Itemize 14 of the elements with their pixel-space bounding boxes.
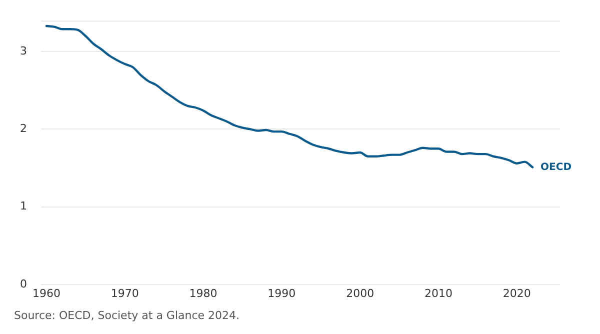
x-tick-label: 1960 xyxy=(32,286,60,300)
y-tick-label: 1 xyxy=(20,200,27,213)
x-tick-label: 1970 xyxy=(110,286,139,300)
series-label: OECD xyxy=(540,162,572,173)
x-tick-label: 2010 xyxy=(424,286,452,300)
x-tick-label: 2000 xyxy=(346,286,374,300)
line-series xyxy=(45,24,534,168)
y-tick-label: 0 xyxy=(20,277,27,290)
x-tick-label: 1980 xyxy=(189,286,218,300)
y-tick-label: 2 xyxy=(20,122,27,136)
source-note: Source: OECD, Society at a Glance 2024. xyxy=(14,309,240,322)
y-tick-label: 3 xyxy=(20,44,27,58)
x-tick-label: 1990 xyxy=(268,286,296,300)
x-tick-label: 2020 xyxy=(502,286,531,300)
